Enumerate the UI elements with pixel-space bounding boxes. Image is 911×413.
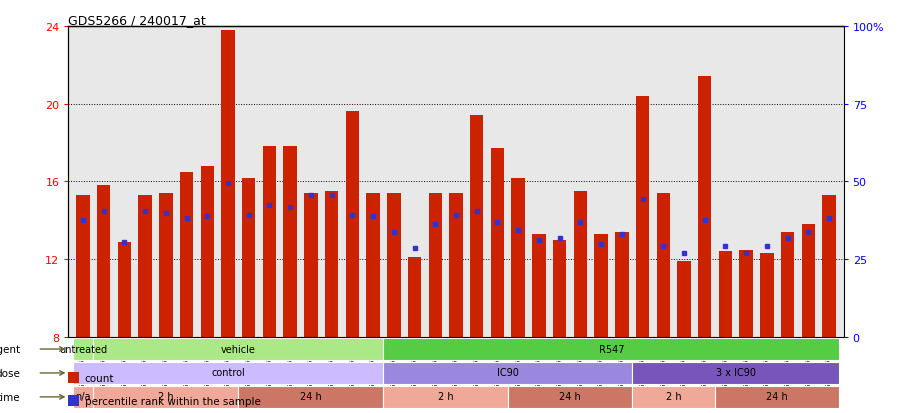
Text: IC90: IC90 bbox=[496, 368, 518, 377]
Bar bbox=[594, 235, 607, 337]
Bar bbox=[449, 194, 462, 337]
Text: count: count bbox=[85, 373, 114, 383]
Text: time: time bbox=[0, 392, 20, 402]
Bar bbox=[677, 261, 690, 337]
Text: 2 h: 2 h bbox=[158, 392, 173, 401]
Bar bbox=[383, 386, 507, 408]
Bar bbox=[283, 147, 297, 337]
Bar bbox=[631, 362, 838, 384]
Text: agent: agent bbox=[0, 344, 20, 354]
Bar bbox=[635, 97, 649, 337]
Bar bbox=[324, 192, 338, 337]
Text: 24 h: 24 h bbox=[300, 392, 322, 401]
Bar bbox=[73, 362, 383, 384]
Bar bbox=[138, 196, 151, 337]
Text: 24 h: 24 h bbox=[765, 392, 787, 401]
Bar bbox=[656, 194, 670, 337]
Bar bbox=[383, 338, 838, 360]
Text: untreated: untreated bbox=[59, 344, 107, 354]
Text: control: control bbox=[210, 368, 245, 377]
Bar bbox=[469, 116, 483, 337]
Bar bbox=[159, 194, 172, 337]
Bar bbox=[760, 254, 773, 337]
Bar bbox=[200, 166, 214, 337]
Bar bbox=[511, 178, 525, 337]
Bar bbox=[366, 194, 379, 337]
Bar bbox=[428, 194, 442, 337]
Bar bbox=[383, 362, 631, 384]
Bar bbox=[801, 225, 814, 337]
Bar bbox=[697, 77, 711, 337]
Bar bbox=[221, 31, 234, 337]
Text: vehicle: vehicle bbox=[220, 344, 255, 354]
Bar bbox=[179, 172, 193, 337]
Bar bbox=[532, 235, 545, 337]
Text: dose: dose bbox=[0, 368, 20, 378]
Bar bbox=[631, 386, 714, 408]
Bar bbox=[490, 149, 504, 337]
Text: n/a: n/a bbox=[75, 392, 90, 401]
Bar bbox=[241, 178, 255, 337]
Bar bbox=[73, 338, 93, 360]
Bar bbox=[262, 147, 276, 337]
Bar bbox=[780, 233, 793, 337]
Bar bbox=[822, 196, 834, 337]
Bar bbox=[97, 186, 110, 337]
Text: percentile rank within the sample: percentile rank within the sample bbox=[85, 396, 261, 406]
Bar bbox=[93, 338, 383, 360]
Bar bbox=[407, 258, 421, 337]
Bar bbox=[614, 233, 628, 337]
Bar bbox=[386, 194, 400, 337]
Bar bbox=[77, 196, 89, 337]
Text: 2 h: 2 h bbox=[437, 392, 453, 401]
Bar bbox=[573, 192, 587, 337]
Bar bbox=[304, 194, 317, 337]
Bar bbox=[552, 240, 566, 337]
Text: 3 x IC90: 3 x IC90 bbox=[715, 368, 755, 377]
Text: 2 h: 2 h bbox=[665, 392, 681, 401]
Bar bbox=[118, 242, 131, 337]
Bar bbox=[507, 386, 631, 408]
Bar bbox=[73, 386, 93, 408]
Bar bbox=[93, 386, 238, 408]
Bar bbox=[718, 252, 732, 337]
Bar bbox=[345, 112, 359, 337]
Text: R547: R547 bbox=[598, 344, 623, 354]
Text: GDS5266 / 240017_at: GDS5266 / 240017_at bbox=[68, 14, 206, 27]
Bar bbox=[714, 386, 838, 408]
Text: 24 h: 24 h bbox=[558, 392, 580, 401]
Bar bbox=[238, 386, 383, 408]
Bar bbox=[739, 250, 752, 337]
